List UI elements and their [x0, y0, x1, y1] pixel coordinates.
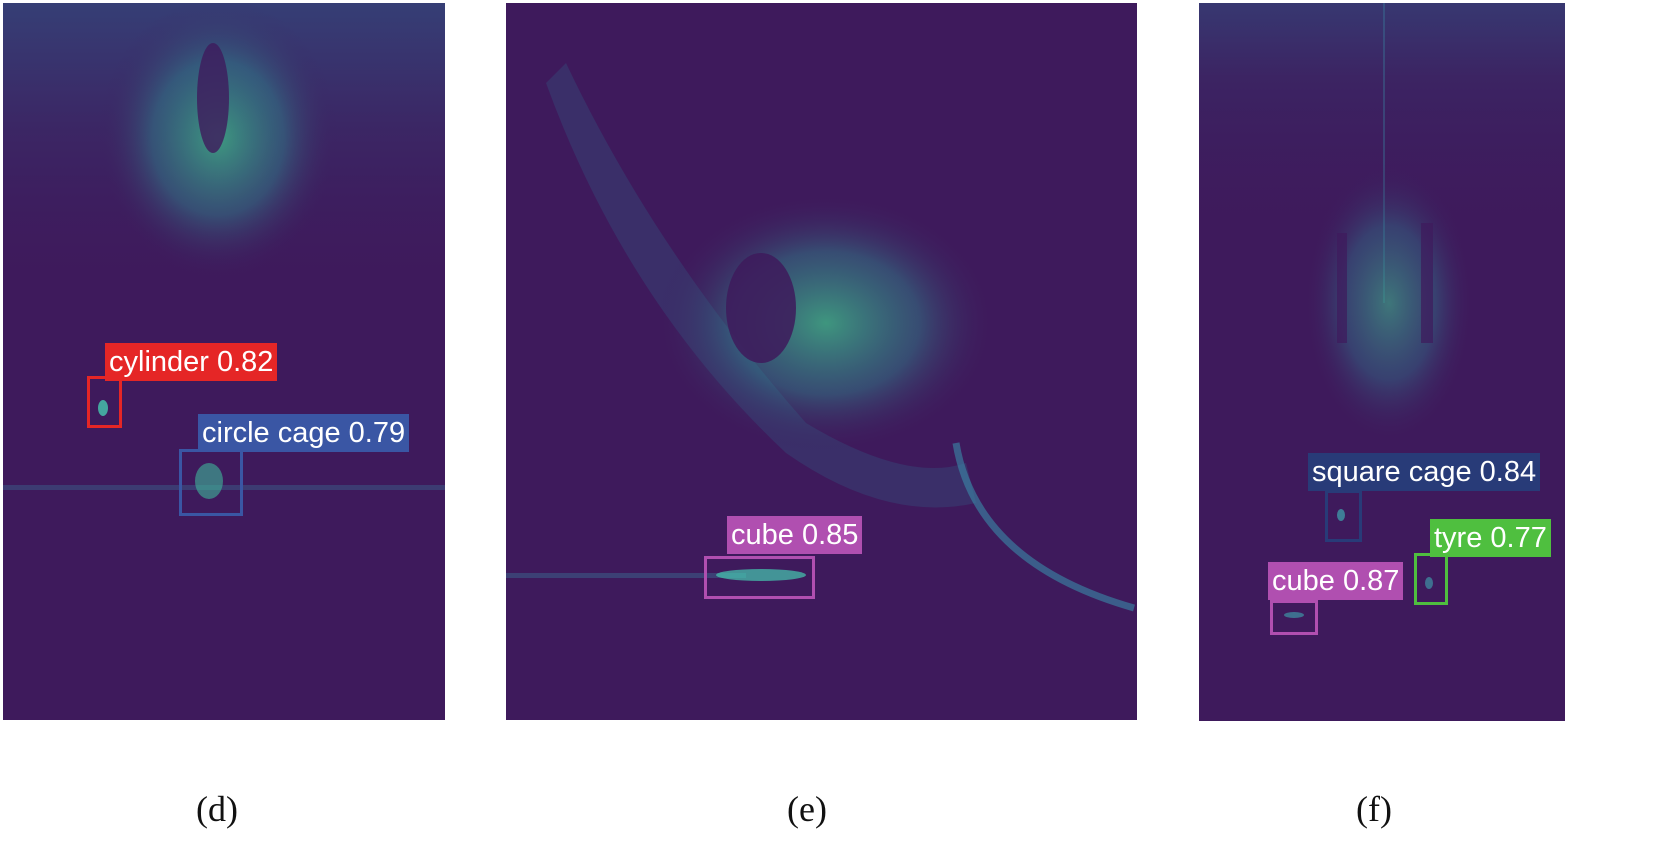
bounding-box-cube-f — [1270, 600, 1318, 635]
bounding-box-tyre — [1414, 553, 1448, 605]
sonar-image-f — [1199, 3, 1565, 721]
caption-d: (d) — [196, 789, 238, 829]
sonar-texture-e — [506, 63, 1135, 612]
detection-label-square-cage: square cage 0.84 — [1308, 453, 1541, 491]
bounding-box-cube-e — [704, 556, 815, 599]
sonar-image-e — [506, 3, 1137, 720]
detection-label-cylinder: cylinder 0.82 — [105, 343, 278, 381]
sonar-texture-f — [1199, 3, 1565, 618]
caption-e: (e) — [787, 789, 827, 829]
detection-label-cube-f: cube 0.87 — [1268, 562, 1404, 600]
bounding-box-cylinder — [87, 376, 122, 428]
caption-f: (f) — [1356, 789, 1392, 829]
detection-label-tyre: tyre 0.77 — [1430, 519, 1551, 557]
bounding-box-circle-cage — [179, 449, 243, 516]
sonar-image-d — [3, 3, 445, 720]
bounding-box-square-cage — [1325, 490, 1362, 542]
detection-label-circle-cage: circle cage 0.79 — [198, 414, 410, 452]
sonar-texture-d — [3, 3, 445, 499]
detection-label-cube-e: cube 0.85 — [727, 516, 863, 554]
